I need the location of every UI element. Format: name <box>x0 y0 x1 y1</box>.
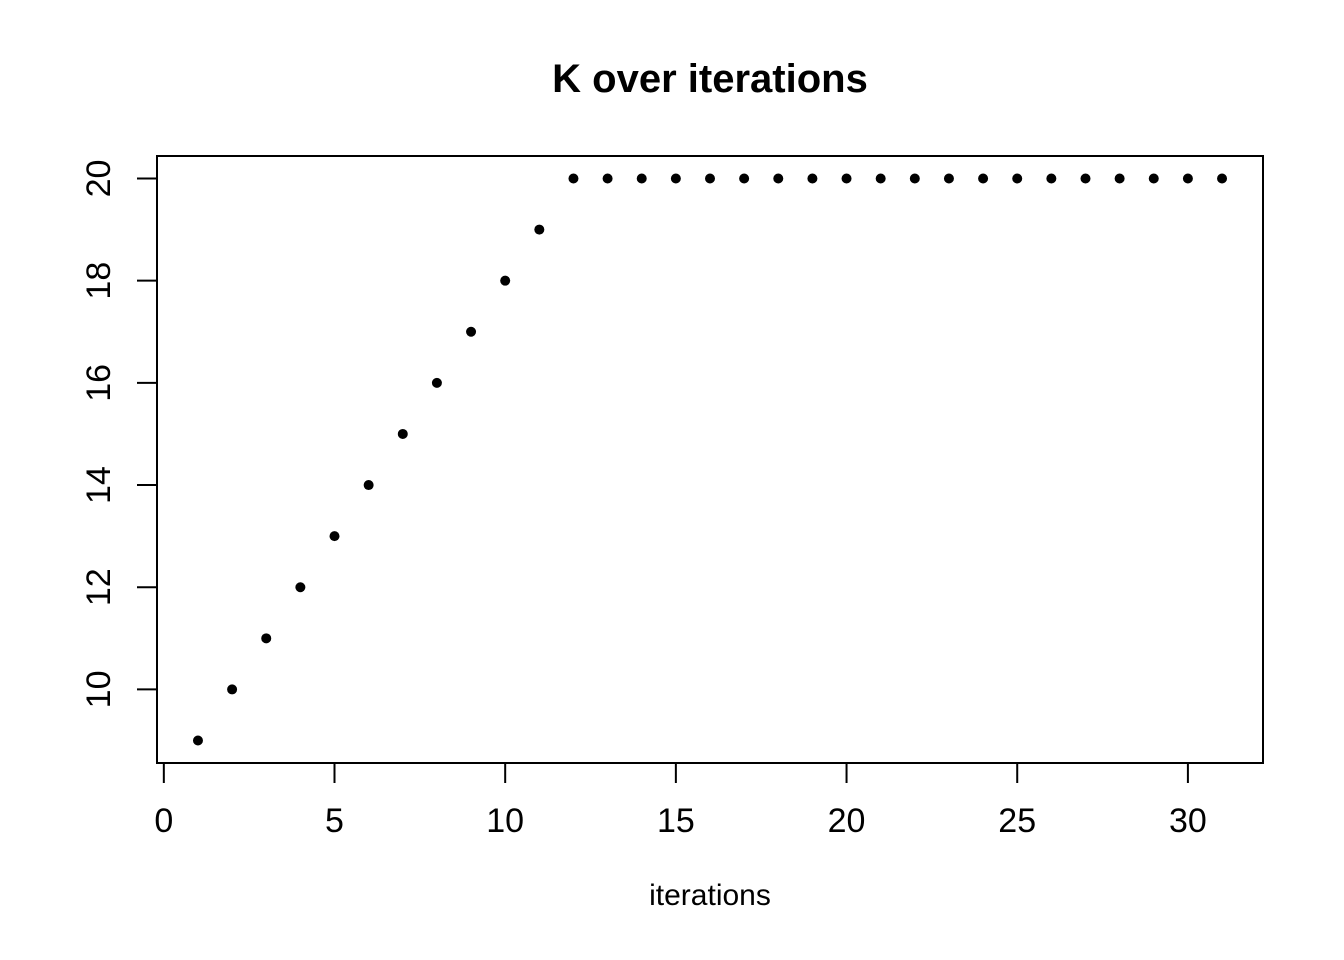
x-tick-label: 15 <box>657 802 695 840</box>
data-point <box>978 173 989 184</box>
data-point <box>500 275 511 286</box>
data-point <box>909 173 920 184</box>
y-tick-label: 20 <box>80 160 118 198</box>
y-tick-label: 10 <box>80 671 118 709</box>
data-point <box>1046 173 1057 184</box>
data-points <box>192 173 1228 746</box>
data-point <box>261 633 272 644</box>
data-point <box>875 173 886 184</box>
x-axis-label: iterations <box>649 879 771 912</box>
data-point <box>534 224 545 235</box>
data-point <box>329 531 340 542</box>
data-point <box>1217 173 1228 184</box>
data-point <box>807 173 818 184</box>
x-tick-label: 10 <box>486 802 524 840</box>
data-point <box>397 428 408 439</box>
y-tick-label: 14 <box>80 466 118 504</box>
data-point <box>363 480 374 491</box>
data-point <box>295 582 306 593</box>
x-tick-label: 30 <box>1169 802 1207 840</box>
data-point <box>1012 173 1023 184</box>
data-point <box>1114 173 1125 184</box>
data-point <box>1182 173 1193 184</box>
data-point <box>636 173 647 184</box>
data-point <box>1148 173 1159 184</box>
x-tick-label: 25 <box>998 802 1036 840</box>
data-point <box>568 173 579 184</box>
x-tick-label: 5 <box>325 802 344 840</box>
data-point <box>431 377 442 388</box>
x-tick-label: 0 <box>154 802 173 840</box>
plot-frame <box>156 155 1264 764</box>
data-point <box>192 735 203 746</box>
data-point <box>670 173 681 184</box>
data-point <box>943 173 954 184</box>
chart-title: K over iterations <box>552 57 868 101</box>
x-tick-label: 20 <box>828 802 866 840</box>
y-tick-label: 18 <box>80 262 118 300</box>
y-tick-label: 16 <box>80 364 118 402</box>
data-point <box>773 173 784 184</box>
data-point <box>739 173 750 184</box>
data-point <box>227 684 238 695</box>
y-tick-label: 12 <box>80 568 118 606</box>
data-point <box>602 173 613 184</box>
data-point <box>1080 173 1091 184</box>
x-axis-ticks: 0 5 10 15 20 25 30 <box>154 764 1207 840</box>
y-axis-ticks: 10 12 14 16 18 20 <box>80 160 156 709</box>
data-point <box>705 173 715 184</box>
data-point <box>841 173 852 184</box>
data-point <box>466 326 477 337</box>
